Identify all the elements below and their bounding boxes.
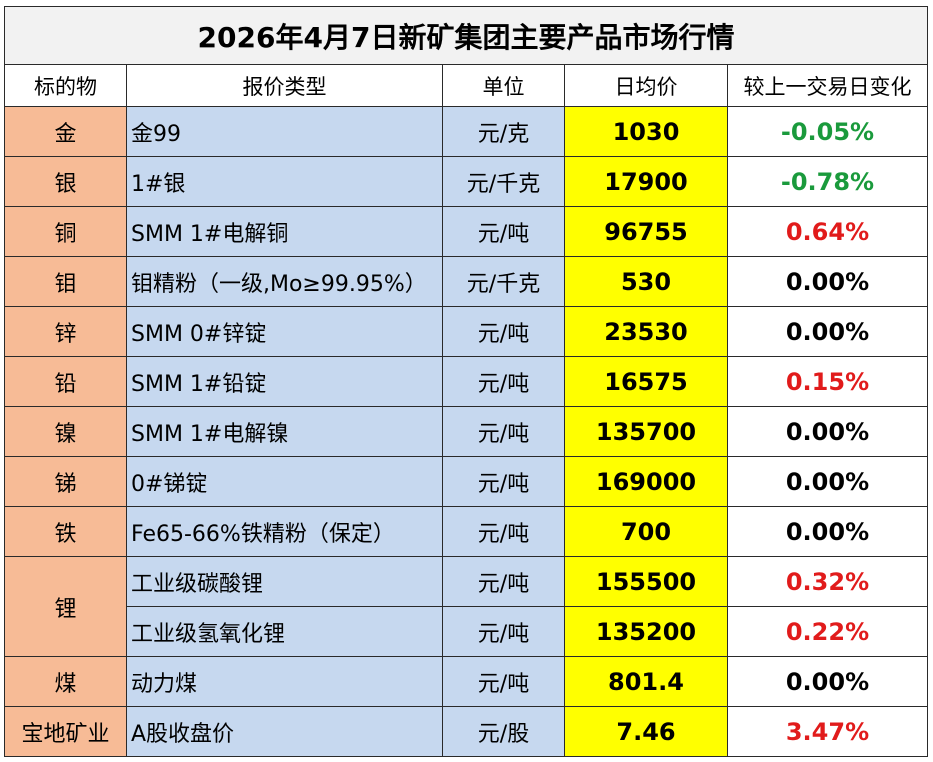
cell-price: 96755 <box>564 206 728 257</box>
header-symbol: 标的物 <box>4 64 127 107</box>
cell-price: 17900 <box>564 156 728 207</box>
cell-type: 工业级氢氧化锂 <box>126 606 443 657</box>
cell-type: 工业级碳酸锂 <box>126 556 443 607</box>
cell-price: 23530 <box>564 306 728 357</box>
table-title: 2026年4月7日新矿集团主要产品市场行情 <box>4 6 928 65</box>
cell-symbol: 铜 <box>4 206 127 257</box>
cell-price: 16575 <box>564 356 728 407</box>
cell-unit: 元/吨 <box>442 406 565 457</box>
cell-change: -0.78% <box>727 156 928 207</box>
cell-price: 135200 <box>564 606 728 657</box>
cell-type: A股收盘价 <box>126 706 443 757</box>
table-row: 铜 SMM 1#电解铜 元/吨 96755 0.64% <box>4 206 928 257</box>
cell-unit: 元/千克 <box>442 256 565 307</box>
cell-unit: 元/吨 <box>442 206 565 257</box>
cell-type: 1#银 <box>126 156 443 207</box>
table-row: 工业级氢氧化锂 元/吨 135200 0.22% <box>5 606 928 657</box>
table-row: 锌 SMM 0#锌锭 元/吨 23530 0.00% <box>4 306 928 357</box>
cell-change: 3.47% <box>727 706 928 757</box>
cell-type: Fe65-66%铁精粉（保定） <box>126 506 443 557</box>
cell-symbol: 银 <box>4 156 127 207</box>
cell-unit: 元/股 <box>442 706 565 757</box>
cell-change: 0.00% <box>727 456 928 507</box>
cell-price: 700 <box>564 506 728 557</box>
market-table: 2026年4月7日新矿集团主要产品市场行情 标的物 报价类型 单位 日均价 较上… <box>4 6 928 757</box>
cell-symbol: 锑 <box>4 456 127 507</box>
cell-change: 0.32% <box>727 556 928 607</box>
table-row: 钼 钼精粉（一级,Mo≥99.95%） 元/千克 530 0.00% <box>4 256 928 307</box>
cell-symbol: 铅 <box>4 356 127 407</box>
cell-change: 0.00% <box>727 406 928 457</box>
cell-unit: 元/吨 <box>442 506 565 557</box>
cell-unit: 元/吨 <box>442 356 565 407</box>
cell-symbol: 钼 <box>4 256 127 307</box>
cell-change: 0.15% <box>727 356 928 407</box>
cell-price: 801.4 <box>564 656 728 707</box>
table-row: 煤 动力煤 元/吨 801.4 0.00% <box>4 656 928 707</box>
table-row: 宝地矿业 A股收盘价 元/股 7.46 3.47% <box>4 706 928 757</box>
table-row: 锑 0#锑锭 元/吨 169000 0.00% <box>4 456 928 507</box>
cell-unit: 元/吨 <box>442 456 565 507</box>
cell-change: 0.64% <box>727 206 928 257</box>
cell-symbol: 铁 <box>4 506 127 557</box>
market-table-sheet: 2026年4月7日新矿集团主要产品市场行情 标的物 报价类型 单位 日均价 较上… <box>4 6 928 757</box>
cell-type: SMM 1#铅锭 <box>126 356 443 407</box>
table-row: 铁 Fe65-66%铁精粉（保定） 元/吨 700 0.00% <box>4 506 928 557</box>
cell-type: 金99 <box>126 106 443 157</box>
cell-unit: 元/吨 <box>442 306 565 357</box>
cell-symbol: 宝地矿业 <box>4 706 127 757</box>
cell-price: 135700 <box>564 406 728 457</box>
cell-price: 530 <box>564 256 728 307</box>
table-row: 锂 工业级碳酸锂 元/吨 155500 0.32% <box>4 556 928 657</box>
header-row: 标的物 报价类型 单位 日均价 较上一交易日变化 <box>4 64 928 107</box>
cell-type: SMM 1#电解铜 <box>126 206 443 257</box>
cell-price: 7.46 <box>564 706 728 757</box>
cell-change: 0.00% <box>727 306 928 357</box>
header-type: 报价类型 <box>126 64 443 107</box>
cell-change: 0.00% <box>727 506 928 557</box>
cell-price: 1030 <box>564 106 728 157</box>
cell-symbol: 金 <box>4 106 127 157</box>
cell-unit: 元/吨 <box>442 556 565 607</box>
cell-symbol: 镍 <box>4 406 127 457</box>
table-row: 银 1#银 元/千克 17900 -0.78% <box>4 156 928 207</box>
header-unit: 单位 <box>442 64 565 107</box>
cell-unit: 元/克 <box>442 106 565 157</box>
cell-unit: 元/吨 <box>442 606 565 657</box>
cell-price: 169000 <box>564 456 728 507</box>
cell-type: SMM 0#锌锭 <box>126 306 443 357</box>
header-price: 日均价 <box>564 64 728 107</box>
header-change: 较上一交易日变化 <box>727 64 928 107</box>
cell-symbol: 锂 <box>4 556 127 657</box>
table-row: 铅 SMM 1#铅锭 元/吨 16575 0.15% <box>4 356 928 407</box>
cell-type: 0#锑锭 <box>126 456 443 507</box>
cell-change: 0.00% <box>727 256 928 307</box>
cell-type: 动力煤 <box>126 656 443 707</box>
cell-unit: 元/吨 <box>442 656 565 707</box>
cell-type: 钼精粉（一级,Mo≥99.95%） <box>126 256 443 307</box>
cell-symbol: 锌 <box>4 306 127 357</box>
cell-unit: 元/千克 <box>442 156 565 207</box>
cell-type: SMM 1#电解镍 <box>126 406 443 457</box>
cell-price: 155500 <box>564 556 728 607</box>
cell-symbol: 煤 <box>4 656 127 707</box>
table-row: 金 金99 元/克 1030 -0.05% <box>4 106 928 157</box>
cell-change: 0.00% <box>727 656 928 707</box>
table-row: 镍 SMM 1#电解镍 元/吨 135700 0.00% <box>4 406 928 457</box>
title-row: 2026年4月7日新矿集团主要产品市场行情 <box>4 6 928 65</box>
cell-change: -0.05% <box>727 106 928 157</box>
cell-change: 0.22% <box>727 606 928 657</box>
